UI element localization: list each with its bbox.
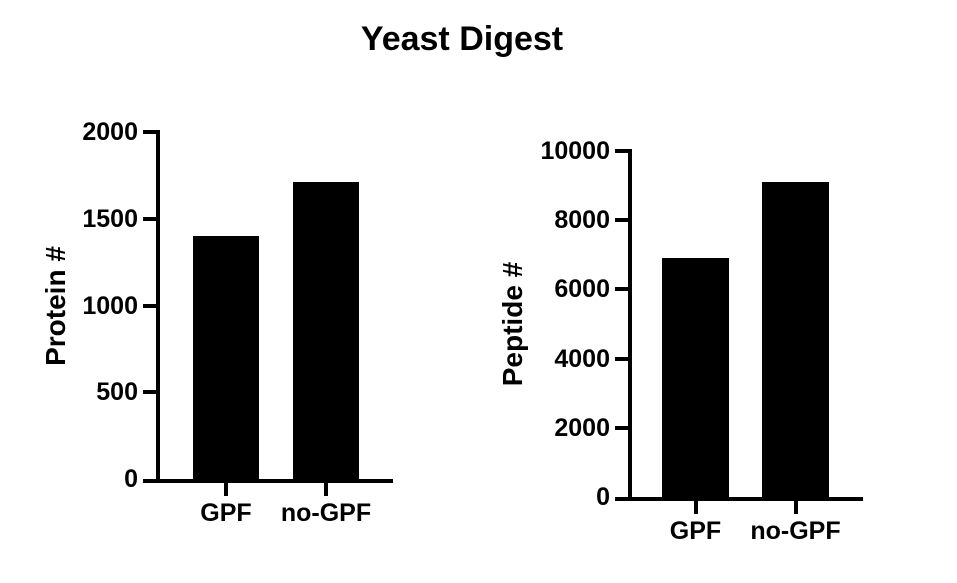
- y-tick-label: 8000: [554, 206, 610, 235]
- y-tick-label: 0: [124, 465, 138, 493]
- y-axis-line: [156, 130, 160, 483]
- y-tick-label: 4000: [554, 344, 610, 373]
- x-tick-mark: [324, 483, 328, 496]
- y-tick-mark: [143, 303, 156, 308]
- x-tick-label: no-GPF: [280, 499, 372, 527]
- y-tick-label: 500: [96, 378, 138, 407]
- bar-no-gpf: [293, 182, 359, 479]
- x-tick-label: no-GPF: [750, 517, 841, 545]
- y-tick-label: 6000: [554, 275, 610, 304]
- x-tick-label: GPF: [200, 499, 252, 527]
- bar-gpf: [193, 236, 259, 479]
- x-tick-mark: [793, 501, 798, 514]
- y-tick-mark: [615, 356, 628, 361]
- y-tick-mark: [615, 218, 628, 223]
- y-tick-mark: [615, 287, 628, 292]
- x-axis-line: [615, 497, 863, 501]
- y-tick-label: 0: [596, 483, 610, 511]
- x-axis-line: [143, 479, 393, 483]
- y-axis-line: [628, 149, 632, 501]
- y-tick-mark: [143, 216, 156, 221]
- y-tick-mark: [615, 149, 628, 153]
- bar-no-gpf: [762, 182, 829, 497]
- x-tick-mark: [693, 501, 698, 514]
- y-tick-label: 2000: [82, 118, 138, 146]
- y-tick-label: 1000: [82, 291, 138, 320]
- y-tick-mark: [615, 425, 628, 430]
- x-tick-label: GPF: [669, 517, 722, 545]
- figure-title: Yeast Digest: [360, 20, 564, 58]
- y-tick-label: 1500: [82, 204, 138, 233]
- y-tick-label: 10000: [540, 137, 610, 165]
- y-tick-label: 2000: [554, 413, 610, 442]
- y-tick-mark: [143, 130, 156, 134]
- bar-gpf: [662, 258, 729, 497]
- x-tick-mark: [224, 483, 228, 496]
- y-tick-mark: [143, 390, 156, 395]
